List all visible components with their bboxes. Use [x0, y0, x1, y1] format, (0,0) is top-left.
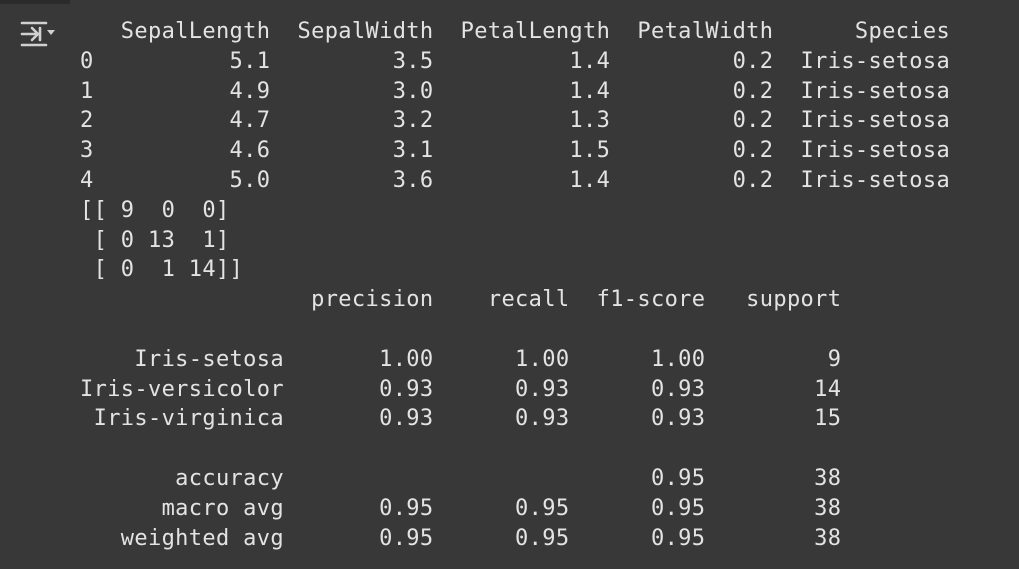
report-row-macro-avg: macro avg 0.95 0.95 0.95 38 — [80, 495, 842, 521]
report-row-accuracy: accuracy 0.95 38 — [80, 465, 842, 491]
df-header-row: SepalLength SepalWidth PetalLength Petal… — [80, 19, 951, 44]
report-blank-line — [80, 434, 950, 464]
df-row-0: 0 5.1 3.5 1.4 0.2 Iris-setosa — [80, 48, 951, 74]
confusion-matrix-row-1: [[ 9 0 0] — [80, 197, 230, 223]
report-row-virginica: Iris-virginica 0.93 0.93 0.93 15 — [80, 406, 842, 432]
confusion-matrix-row-2: [ 0 13 1] — [80, 227, 230, 253]
confusion-matrix-row-3: [ 0 1 14]] — [80, 257, 244, 283]
report-row-setosa: Iris-setosa 1.00 1.00 1.00 9 — [80, 346, 842, 372]
report-blank-line — [80, 315, 950, 345]
df-row-3: 3 4.6 3.1 1.5 0.2 Iris-setosa — [80, 138, 951, 164]
report-header-row: precision recall f1-score support — [80, 287, 842, 313]
report-row-versicolor: Iris-versicolor 0.93 0.93 0.93 14 — [80, 376, 842, 402]
output-toggle-button[interactable] — [18, 18, 58, 50]
cell-output: SepalLength SepalWidth PetalLength Petal… — [80, 17, 950, 553]
df-row-4: 4 5.0 3.6 1.4 0.2 Iris-setosa — [80, 167, 951, 193]
df-row-2: 2 4.7 3.2 1.3 0.2 Iris-setosa — [80, 108, 951, 134]
report-row-weighted-avg: weighted avg 0.95 0.95 0.95 38 — [80, 525, 842, 551]
df-row-1: 1 4.9 3.0 1.4 0.2 Iris-setosa — [80, 78, 951, 104]
output-collapse-icon — [20, 21, 55, 47]
cell-top-strip — [0, 0, 70, 4]
